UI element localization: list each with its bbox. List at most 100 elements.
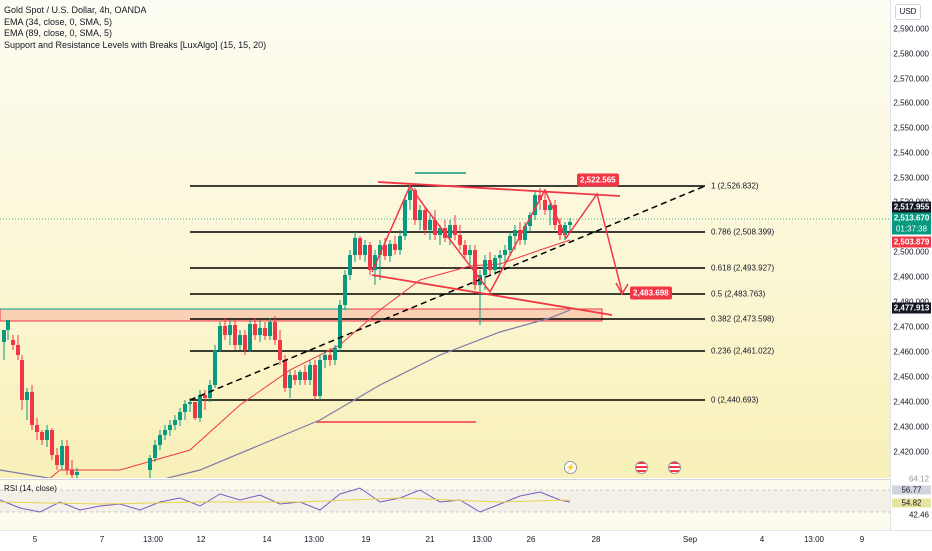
projection-path	[371, 184, 623, 294]
price-tick: 2,550.000	[893, 123, 929, 133]
candle-body	[558, 225, 562, 235]
candle-body	[233, 325, 237, 345]
candle-body	[358, 238, 362, 255]
candle-body	[318, 360, 322, 396]
fib-level-label: 0.236 (2,461.022)	[711, 346, 775, 356]
price-tick: 2,590.000	[893, 24, 929, 34]
candle-body	[313, 365, 317, 396]
rsi-title[interactable]: RSI (14, close)	[4, 484, 57, 493]
candle-body	[463, 245, 467, 255]
ema89-legend[interactable]: EMA (89, close, 0, SMA, 5)	[4, 28, 113, 38]
candle-body	[188, 402, 192, 404]
lightning-icon[interactable]: ⚡	[564, 461, 577, 474]
candle-body	[468, 250, 472, 255]
candle-body	[273, 322, 277, 340]
rsi-canvas[interactable]	[0, 480, 890, 530]
time-label: 13:00	[471, 535, 493, 544]
rsi-ma-tag: 54.82	[892, 498, 931, 508]
candle-body	[533, 195, 537, 215]
us-flag-event-icon[interactable]	[668, 461, 681, 474]
symbol-title[interactable]: Gold Spot / U.S. Dollar, 4h, OANDA	[4, 5, 147, 15]
time-label: Sep	[682, 535, 698, 544]
ema34-legend[interactable]: EMA (34, close, 0, SMA, 5)	[4, 16, 113, 27]
candle-body	[393, 244, 397, 250]
candle-body	[2, 330, 6, 342]
candle-body	[378, 245, 382, 255]
rsi-ma-line	[0, 497, 571, 505]
us-flag-event-icon[interactable]	[635, 461, 648, 474]
candle-body	[353, 238, 357, 255]
candle-body	[293, 375, 297, 380]
candle-body	[153, 445, 157, 458]
candle-body	[6, 320, 10, 330]
candle-body	[413, 190, 417, 220]
candle-body	[278, 340, 282, 360]
candle-body	[423, 210, 427, 230]
arrow-down-icon	[615, 282, 629, 296]
candle-body	[513, 230, 517, 236]
target-down-callout: 2,483.698	[630, 286, 672, 300]
price-chart-canvas[interactable]	[0, 0, 890, 478]
candle-body	[493, 258, 497, 270]
chart-area[interactable]: Gold Spot / U.S. Dollar, 4h, OANDA EMA (…	[0, 0, 890, 478]
last-price-tag: 2,513.670	[892, 212, 931, 224]
candle-body	[228, 325, 232, 335]
candle-body	[323, 355, 327, 360]
candle-body	[383, 245, 387, 256]
candle-body	[408, 190, 412, 200]
price-tick: 2,530.000	[893, 173, 929, 183]
candle-body	[438, 228, 442, 235]
candle-body	[268, 322, 272, 336]
candle-body	[338, 305, 342, 348]
time-axis[interactable]: 5 7 13:00 12 14 13:00 19 21 13:00 26 28 Sep 4 13:00 9	[0, 530, 932, 551]
rsi-tick-bottom: 42.46	[908, 510, 929, 520]
candle-body	[328, 355, 332, 360]
price-tick: 2,450.000	[893, 372, 929, 382]
time-label: 9	[859, 535, 865, 544]
candle-body	[568, 222, 572, 225]
price-axis[interactable]: USD 2,590.000 2,580.000 2,570.000 2,560.000…	[890, 0, 932, 530]
candle-body	[65, 446, 69, 470]
candle-body	[308, 365, 312, 380]
candle-body	[223, 326, 227, 335]
candle-body	[20, 360, 24, 400]
candle-body	[283, 360, 287, 388]
trend-line-dashed	[189, 185, 706, 401]
price-tick: 2,490.000	[893, 272, 929, 282]
candle-body	[503, 250, 507, 255]
candle-body	[368, 245, 372, 270]
candle-body	[198, 395, 202, 418]
currency-button[interactable]: USD	[895, 4, 921, 20]
candle-body	[238, 335, 242, 345]
candle-body	[298, 372, 302, 380]
fib-level-label: 0.618 (2,493.927)	[711, 263, 775, 273]
price-tick: 2,430.000	[893, 422, 929, 432]
candle-body	[303, 372, 307, 380]
candle-body	[25, 392, 29, 400]
price-tick: 2,560.000	[893, 98, 929, 108]
candle-body	[163, 430, 167, 435]
candle-body	[433, 220, 437, 235]
candle-body	[523, 226, 527, 240]
rsi-pane[interactable]: RSI (14, close)	[0, 479, 890, 530]
candle-body	[373, 255, 377, 270]
price-tick: 2,500.000	[893, 247, 929, 257]
sr-indicator-legend[interactable]: Support and Resistance Levels with Break…	[4, 39, 267, 50]
candle-body	[16, 345, 20, 355]
candle-body	[218, 326, 222, 350]
countdown-tag: 01:37:38	[892, 223, 931, 235]
time-label: 28	[591, 535, 601, 544]
candle-body	[348, 255, 352, 275]
time-label: 14	[262, 535, 272, 544]
fib-level-label: 0 (2,440.693)	[711, 395, 759, 405]
time-label: 26	[526, 535, 536, 544]
price-tick: 2,540.000	[893, 148, 929, 158]
rsi-value-tag: 56.77	[892, 485, 931, 495]
fib-level-label: 1 (2,526.832)	[711, 181, 759, 191]
candle-body	[473, 250, 477, 285]
candle-body	[563, 225, 567, 235]
candle-body	[60, 446, 64, 465]
price-tick: 2,460.000	[893, 347, 929, 357]
price-tick: 2,480.000	[893, 298, 929, 307]
price-tick: 2,580.000	[893, 49, 929, 59]
